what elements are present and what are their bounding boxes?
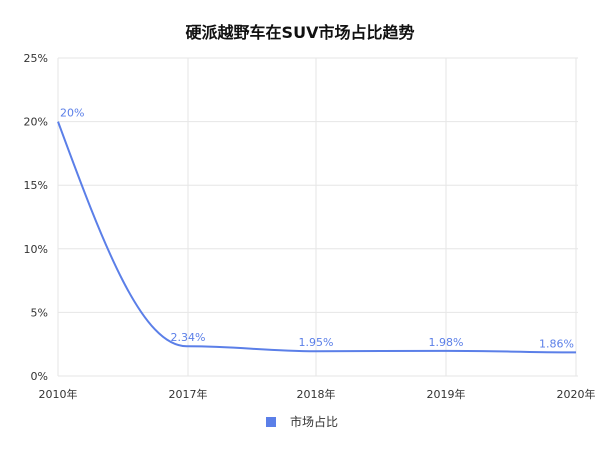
- axis-layer: 0% 5% 10% 15% 20% 25% 2010年 2017年 2018年 2019年 2020…: [24, 52, 596, 401]
- series-line[interactable]: [57, 121, 577, 354]
- grid-layer: [57, 57, 578, 377]
- y-tick-label: 25%: [24, 52, 48, 65]
- x-tick-label: 2010年: [39, 387, 78, 401]
- x-tick-label: 2020年: [557, 387, 596, 401]
- data-point[interactable]: [186, 344, 190, 348]
- y-tick-label: 0%: [31, 370, 48, 383]
- data-label-layer: 20% 2.34% 1.95% 1.98% 1.86%: [60, 107, 574, 351]
- y-tick-label: 20%: [24, 116, 48, 129]
- data-label: 2.34%: [171, 331, 206, 344]
- data-point[interactable]: [574, 350, 578, 354]
- legend[interactable]: 市场占比: [266, 414, 338, 429]
- data-label: 1.86%: [539, 337, 574, 350]
- data-label: 1.98%: [429, 336, 464, 349]
- data-label: 20%: [60, 107, 84, 120]
- x-tick-label: 2018年: [297, 387, 336, 401]
- data-point[interactable]: [444, 349, 448, 353]
- legend-label: 市场占比: [290, 414, 338, 429]
- series-layer: [56, 120, 578, 354]
- x-tick-label: 2019年: [427, 387, 466, 401]
- chart-title: 硬派越野车在SUV市场占比趋势: [186, 23, 415, 42]
- data-label: 1.95%: [299, 336, 334, 349]
- y-tick-label: 5%: [31, 306, 48, 319]
- x-tick-label: 2017年: [169, 387, 208, 401]
- legend-swatch: [266, 417, 276, 427]
- y-tick-label: 15%: [24, 179, 48, 192]
- y-tick-label: 10%: [24, 243, 48, 256]
- data-point[interactable]: [56, 120, 60, 124]
- data-point[interactable]: [314, 349, 318, 353]
